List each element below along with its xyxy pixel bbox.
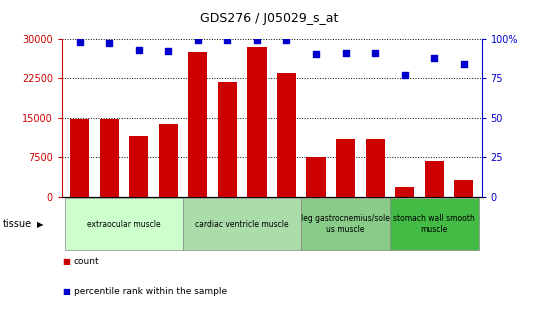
Bar — [336, 139, 355, 197]
Bar — [454, 180, 473, 197]
Point — [430, 55, 438, 60]
Text: GDS276 / J05029_s_at: GDS276 / J05029_s_at — [200, 12, 338, 25]
Point — [459, 61, 468, 67]
Text: ■: ■ — [62, 287, 70, 296]
Point — [312, 52, 320, 57]
Text: count: count — [74, 257, 100, 266]
Bar — [70, 119, 89, 197]
Bar — [424, 161, 444, 197]
Point — [105, 41, 114, 46]
Point — [194, 38, 202, 43]
Text: ■: ■ — [62, 257, 70, 266]
Point — [134, 47, 143, 52]
Text: tissue: tissue — [3, 219, 32, 229]
Point — [371, 50, 379, 55]
Bar — [365, 139, 385, 197]
Text: stomach wall smooth
muscle: stomach wall smooth muscle — [393, 214, 475, 234]
Bar — [277, 73, 296, 197]
Point — [341, 50, 350, 55]
Text: extraocular muscle: extraocular muscle — [87, 220, 161, 229]
Bar — [307, 157, 325, 197]
Point — [282, 38, 291, 43]
Bar — [188, 52, 208, 197]
Bar — [100, 119, 119, 197]
Point — [223, 38, 232, 43]
Text: leg gastrocnemius/sole
us muscle: leg gastrocnemius/sole us muscle — [301, 214, 390, 234]
Bar — [159, 124, 178, 197]
Bar — [218, 82, 237, 197]
Point — [75, 39, 84, 44]
Point — [400, 72, 409, 78]
Point — [164, 49, 173, 54]
Bar — [129, 136, 148, 197]
Text: cardiac ventricle muscle: cardiac ventricle muscle — [195, 220, 289, 229]
Text: ▶: ▶ — [37, 220, 43, 229]
Point — [253, 38, 261, 43]
Bar — [395, 187, 414, 197]
Text: percentile rank within the sample: percentile rank within the sample — [74, 287, 227, 296]
Bar — [247, 47, 266, 197]
